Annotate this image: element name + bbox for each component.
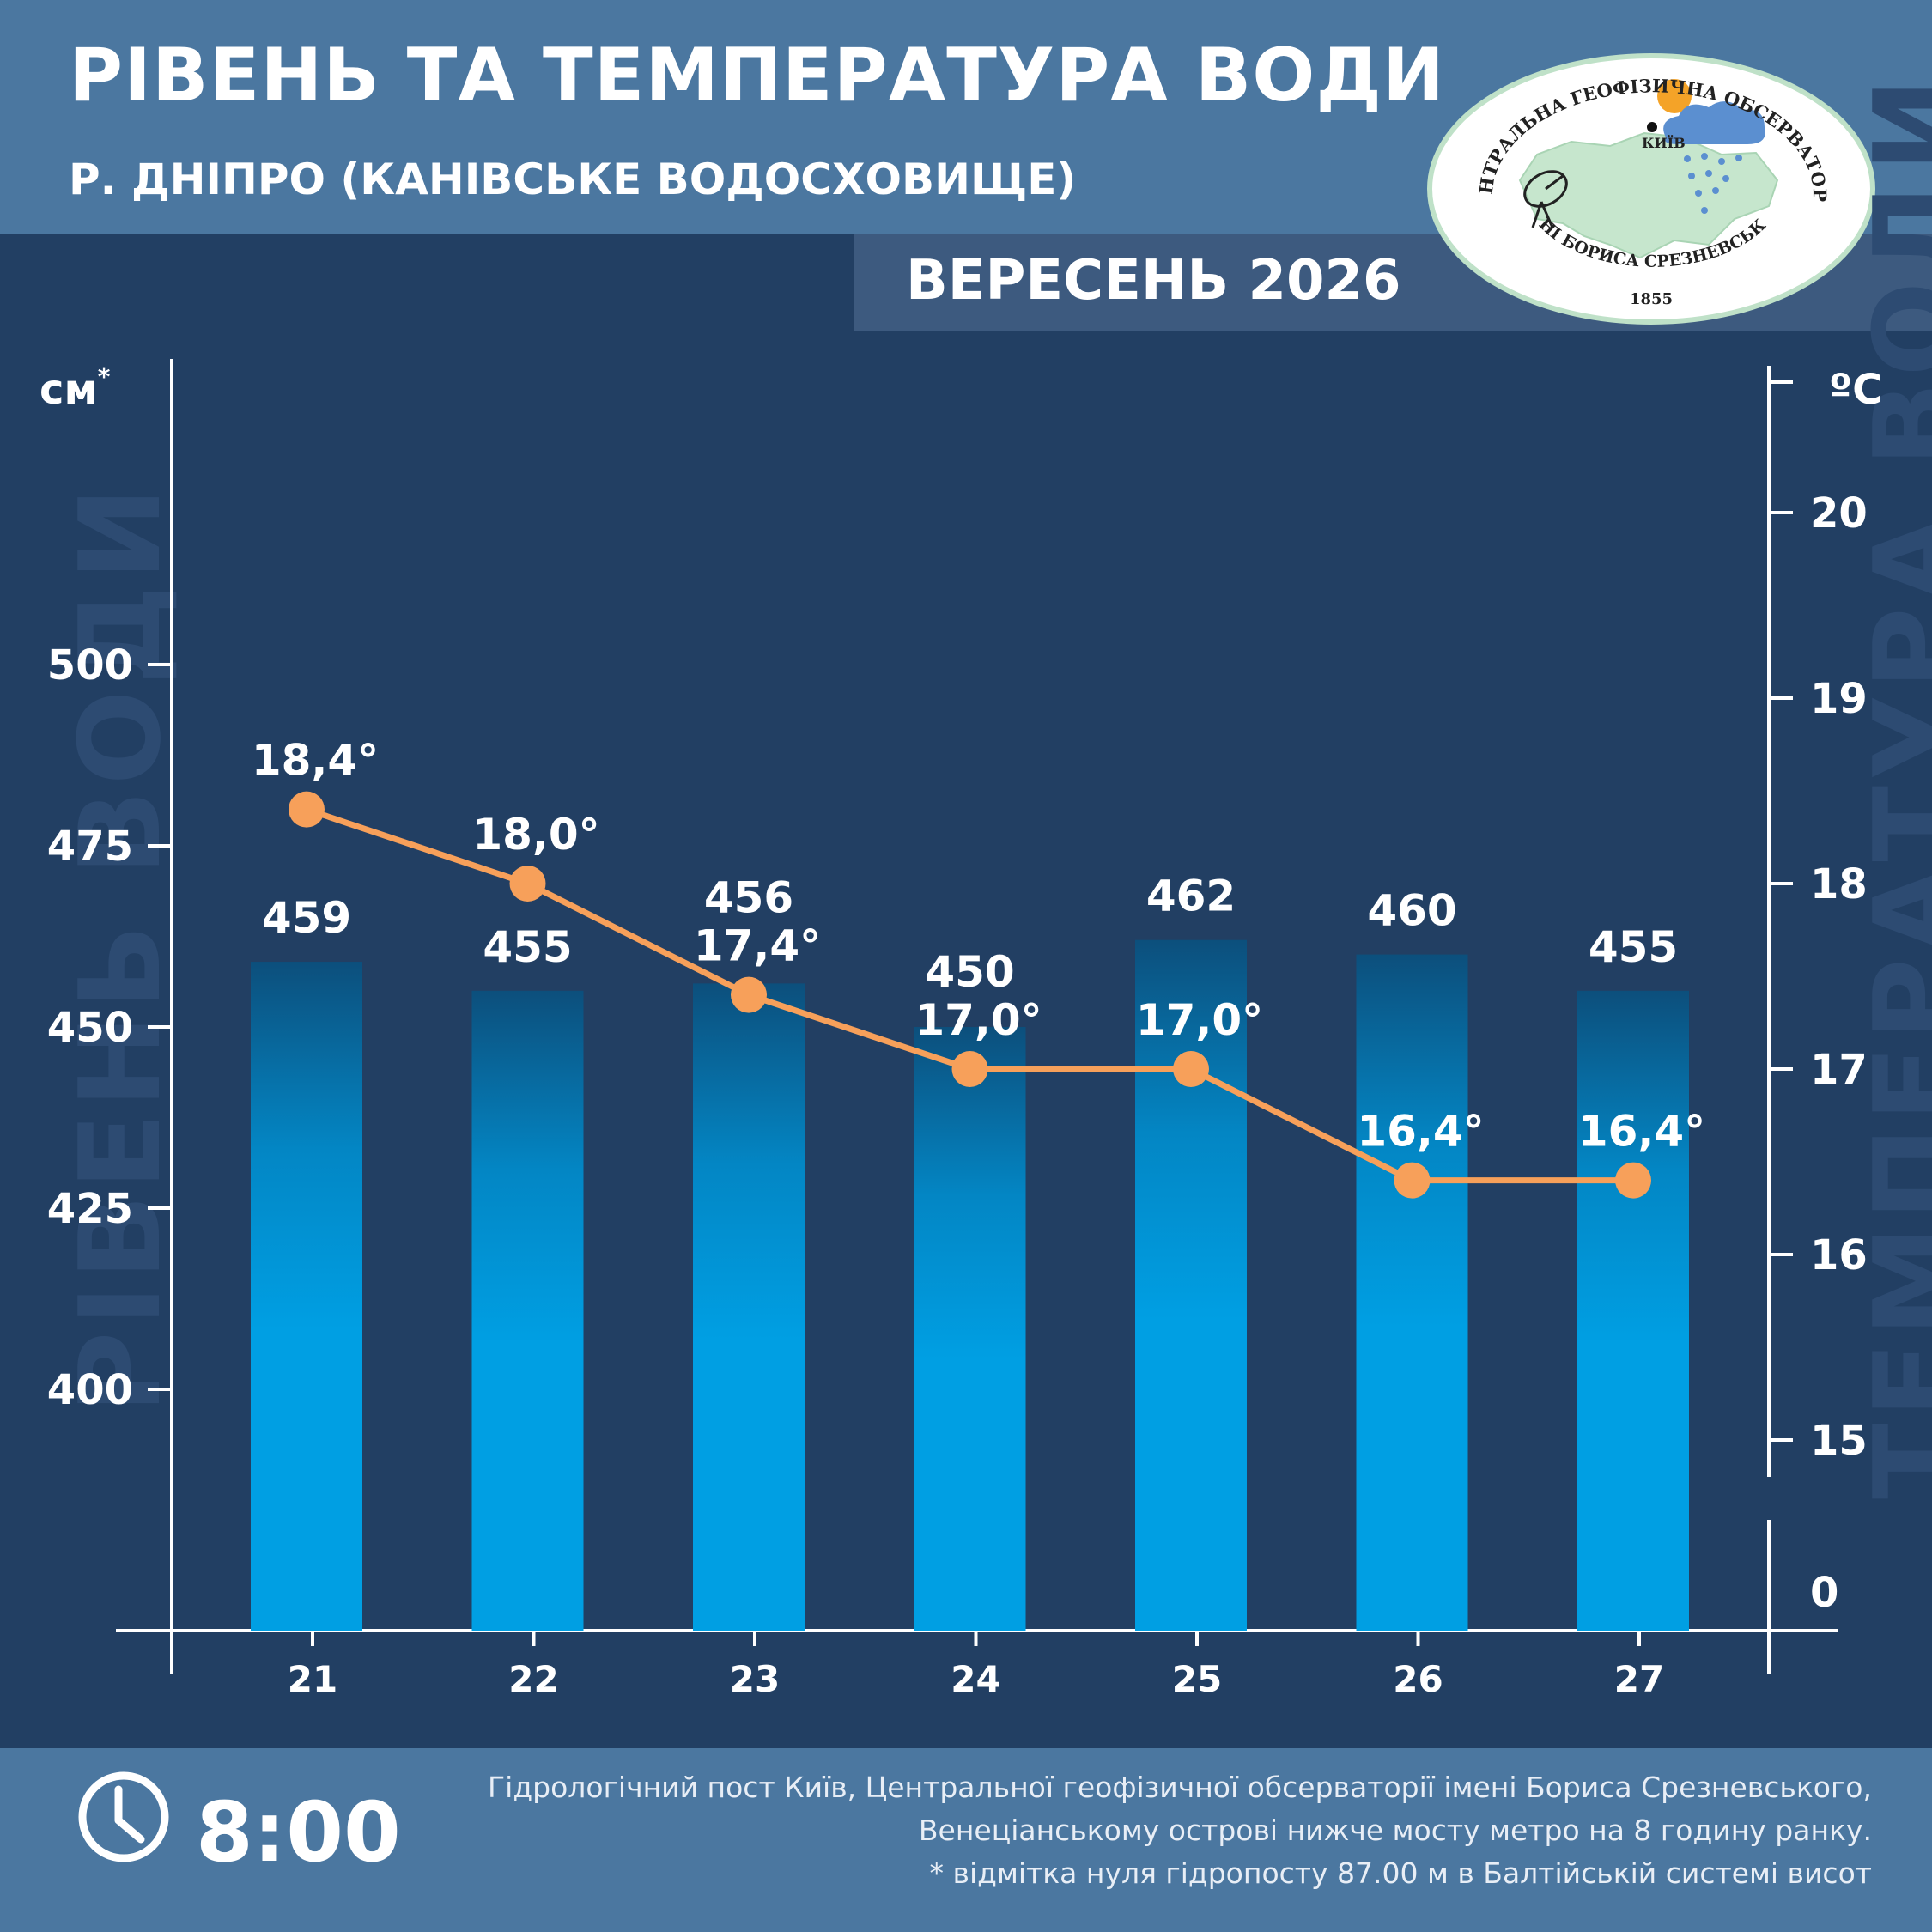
ticks-group: 400 425 450 475 500 0 15 16 17 18 19 20 21 22 23 24 25 26…	[47, 380, 1868, 1700]
temperature-line-group: 18,4° 18,0° 17,4° 17,0° 17,0° 16,4° 16,4°	[252, 736, 1705, 1199]
footer-note-2: Венеціанському острові нижче мосту метро…	[918, 1814, 1872, 1847]
temperature-value-label: 16,4°	[1357, 1107, 1484, 1157]
page-title: РІВЕНЬ ТА ТЕМПЕРАТУРА ВОДИ	[69, 33, 1445, 118]
level-value-label: 455	[1589, 922, 1678, 972]
level-bar	[693, 983, 805, 1631]
footer-note-1: Гідрологічний пост Київ, Центральної гео…	[488, 1771, 1872, 1804]
temperature-point	[731, 976, 767, 1013]
cloud-icon	[1663, 101, 1765, 144]
level-value-label: 460	[1367, 886, 1456, 936]
footer-note-3: * відмітка нуля гідропосту 87.00 м в Бал…	[929, 1856, 1872, 1890]
right-axis-tick-label: 17	[1810, 1046, 1868, 1094]
chart-area: 459 455 456 450 462 460 455 18,4° 18,0° 17,4° 17,…	[39, 359, 1882, 1700]
temperature-point	[951, 1051, 988, 1087]
measurement-time: 8:00	[196, 1784, 401, 1880]
temperature-value-label: 17,0°	[914, 995, 1042, 1045]
level-bar	[1356, 954, 1468, 1631]
left-axis-unit: см*	[39, 362, 111, 414]
ukraine-map-icon	[1518, 131, 1779, 259]
right-axis-tick-label: 19	[1810, 675, 1868, 723]
level-bar	[251, 962, 362, 1631]
x-axis-tick-label: 27	[1614, 1658, 1664, 1700]
footer-band	[0, 1748, 1932, 1932]
satellite-dish-icon	[1523, 170, 1568, 228]
logo-year: 1855	[1630, 290, 1673, 308]
temperature-point	[509, 866, 546, 902]
x-axis-tick-label: 22	[508, 1658, 558, 1700]
left-axis-tick-label: 425	[47, 1185, 133, 1233]
right-axis-unit: ºC	[1829, 366, 1882, 414]
bars-group	[251, 939, 1689, 1631]
temperature-value-label: 17,4°	[694, 921, 821, 971]
logo-city-label: КИЇВ	[1642, 134, 1686, 151]
rain-drops-icon	[1684, 153, 1742, 214]
level-bar	[471, 990, 584, 1631]
right-axis-tick-label: 15	[1810, 1417, 1868, 1465]
x-axis-tick-label: 21	[288, 1658, 337, 1700]
right-axis-tick-label: 18	[1810, 860, 1868, 908]
temperature-value-label: 16,4°	[1578, 1107, 1705, 1157]
x-axis-tick-label: 23	[730, 1658, 780, 1700]
temperature-point	[1394, 1162, 1431, 1199]
sun-icon	[1657, 79, 1692, 113]
clock-icon	[78, 1771, 169, 1862]
month-label: ВЕРЕСЕНЬ 2026	[906, 249, 1401, 313]
kyiv-dot-icon	[1647, 122, 1657, 132]
temperature-value-label: 18,4°	[252, 736, 379, 786]
temperature-point	[1173, 1051, 1209, 1087]
left-axis-tick-label: 475	[47, 823, 133, 871]
level-value-label: 459	[262, 893, 351, 943]
bar-labels-group: 459 455 456 450 462 460 455	[262, 872, 1678, 997]
page-subtitle: Р. ДНІПРО (КАНІВСЬКЕ ВОДОСХОВИЩЕ)	[69, 155, 1077, 204]
temperature-point	[289, 791, 325, 828]
x-axis-tick-label: 24	[951, 1658, 1000, 1700]
level-value-label: 455	[483, 922, 572, 972]
left-axis-tick-label: 400	[47, 1366, 133, 1414]
level-bar	[914, 1027, 1026, 1631]
x-axis-tick-label: 26	[1393, 1658, 1443, 1700]
right-axis-tick-label: 0	[1810, 1569, 1838, 1617]
left-axis-tick-label: 500	[47, 641, 133, 690]
level-value-label: 456	[704, 873, 793, 923]
temperature-value-label: 17,0°	[1136, 995, 1263, 1045]
right-axis-tick-label: 20	[1810, 489, 1868, 538]
level-value-label: 462	[1146, 872, 1236, 921]
level-value-label: 450	[925, 947, 1014, 997]
x-axis-tick-label: 25	[1172, 1658, 1222, 1700]
left-axis-tick-label: 450	[47, 1004, 133, 1052]
level-bar	[1577, 990, 1689, 1631]
observatory-logo: КИЇВ ЦЕНТРАЛЬНА ГЕОФІЗИЧНА ОБСЕРВАТОРІЯ …	[1425, 52, 1875, 325]
temperature-value-label: 18,0°	[472, 810, 599, 860]
temperature-point	[1615, 1162, 1651, 1199]
right-axis-tick-label: 16	[1810, 1231, 1868, 1279]
